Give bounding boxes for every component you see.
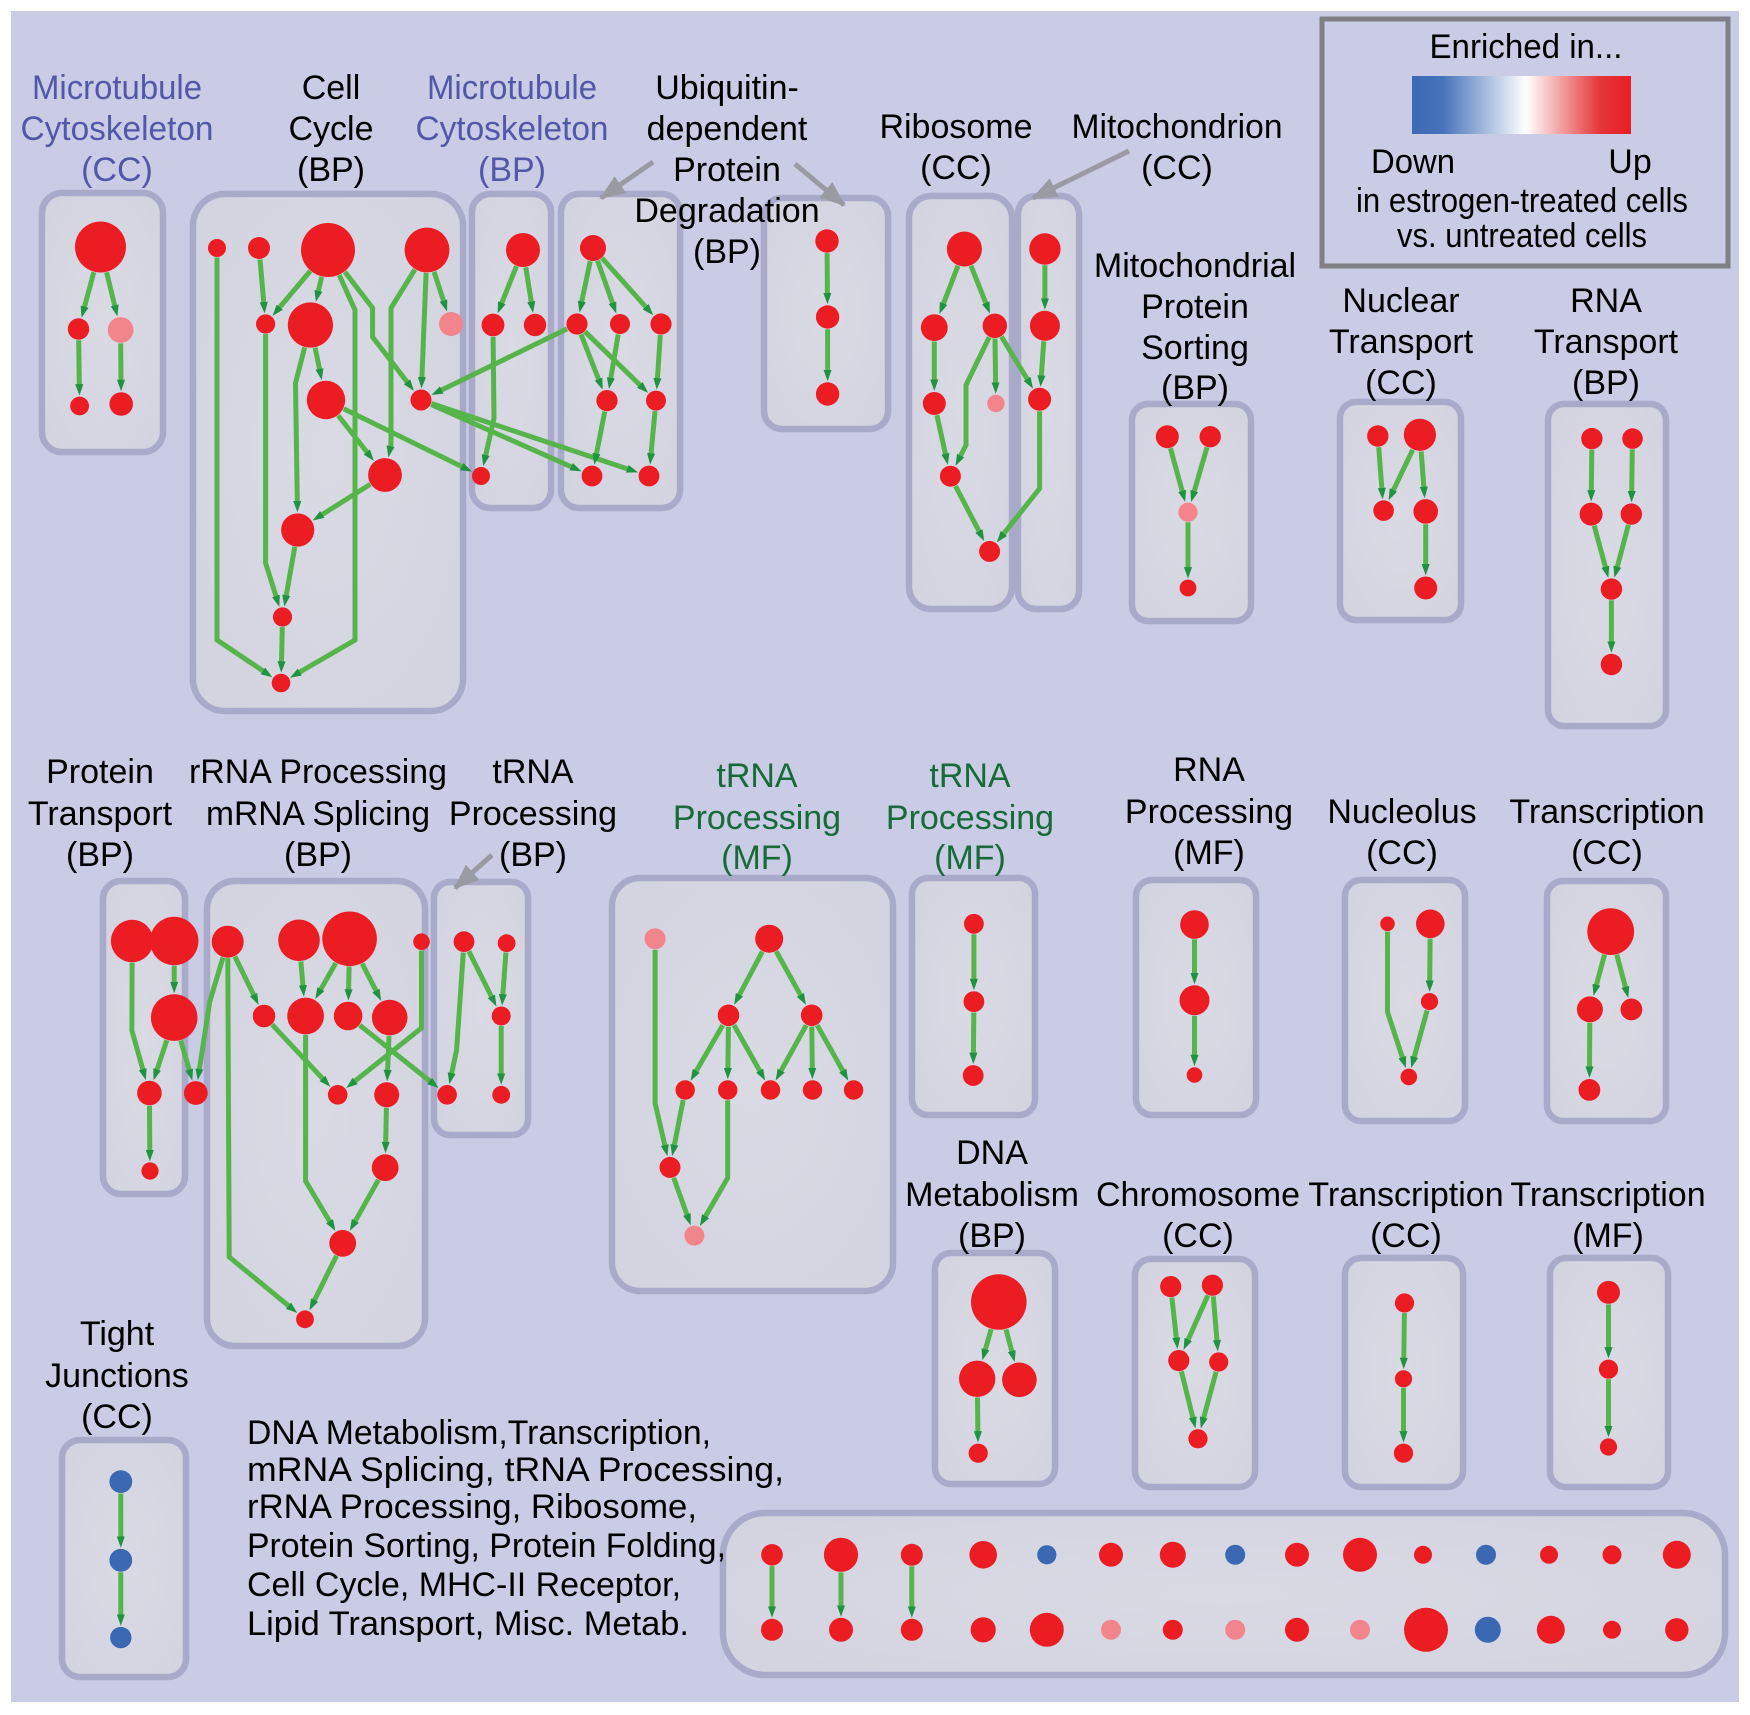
svg-text:Junctions: Junctions bbox=[45, 1357, 189, 1395]
svg-text:(CC): (CC) bbox=[1366, 834, 1438, 872]
svg-text:Chromosome: Chromosome bbox=[1096, 1176, 1300, 1214]
svg-text:mRNA Splicing: mRNA Splicing bbox=[206, 795, 430, 833]
svg-text:(BP): (BP) bbox=[1572, 364, 1640, 402]
svg-text:Ubiquitin-: Ubiquitin- bbox=[655, 69, 799, 107]
svg-text:tRNA: tRNA bbox=[716, 757, 798, 795]
svg-text:RNA: RNA bbox=[1570, 282, 1642, 320]
svg-text:Nuclear: Nuclear bbox=[1342, 282, 1459, 320]
svg-text:Transcription: Transcription bbox=[1308, 1176, 1503, 1214]
svg-text:Nucleolus: Nucleolus bbox=[1327, 793, 1476, 831]
svg-text:Processing: Processing bbox=[886, 799, 1054, 837]
svg-text:Ribosome: Ribosome bbox=[879, 108, 1032, 146]
svg-text:rRNA Processing: rRNA Processing bbox=[189, 753, 447, 791]
svg-text:Up: Up bbox=[1608, 143, 1651, 181]
svg-text:Mitochondrial: Mitochondrial bbox=[1094, 247, 1296, 285]
svg-text:(BP): (BP) bbox=[1161, 369, 1229, 407]
svg-text:Protein: Protein bbox=[673, 151, 781, 189]
svg-text:(CC): (CC) bbox=[1370, 1217, 1442, 1255]
svg-text:Processing: Processing bbox=[673, 799, 841, 837]
svg-text:Protein: Protein bbox=[1141, 288, 1249, 326]
svg-text:(MF): (MF) bbox=[1173, 834, 1245, 872]
svg-text:Transport: Transport bbox=[1534, 323, 1679, 361]
svg-text:(MF): (MF) bbox=[934, 839, 1006, 877]
svg-text:Cycle: Cycle bbox=[288, 110, 373, 148]
svg-text:Enriched in...: Enriched in... bbox=[1430, 28, 1623, 66]
svg-text:(CC): (CC) bbox=[1141, 149, 1213, 187]
svg-text:dependent: dependent bbox=[647, 110, 808, 148]
svg-text:Mitochondrion: Mitochondrion bbox=[1072, 108, 1283, 146]
svg-text:Transcription: Transcription bbox=[1510, 1176, 1705, 1214]
svg-text:(MF): (MF) bbox=[721, 839, 793, 877]
svg-text:DNA: DNA bbox=[956, 1134, 1028, 1172]
svg-text:(CC): (CC) bbox=[81, 1398, 153, 1436]
svg-text:Cell Cycle, MHC-II Receptor,: Cell Cycle, MHC-II Receptor, bbox=[247, 1566, 681, 1604]
svg-text:Microtubule: Microtubule bbox=[427, 69, 597, 107]
svg-text:(CC): (CC) bbox=[81, 151, 153, 189]
svg-text:Microtubule: Microtubule bbox=[32, 69, 202, 107]
svg-text:Metabolism: Metabolism bbox=[905, 1176, 1079, 1214]
svg-text:tRNA: tRNA bbox=[929, 757, 1011, 795]
svg-text:Cytoskeleton: Cytoskeleton bbox=[21, 110, 214, 148]
svg-text:tRNA: tRNA bbox=[492, 753, 574, 791]
svg-text:DNA Metabolism,Transcription,: DNA Metabolism,Transcription, bbox=[247, 1414, 711, 1452]
svg-text:(CC): (CC) bbox=[1571, 834, 1643, 872]
svg-text:mRNA Splicing, tRNA Processing: mRNA Splicing, tRNA Processing, bbox=[247, 1451, 784, 1489]
svg-text:Transport: Transport bbox=[28, 795, 173, 833]
svg-text:(CC): (CC) bbox=[1162, 1217, 1234, 1255]
svg-text:(BP): (BP) bbox=[499, 836, 567, 874]
svg-text:Lipid Transport, Misc. Metab.: Lipid Transport, Misc. Metab. bbox=[247, 1605, 689, 1643]
svg-text:Processing: Processing bbox=[449, 795, 617, 833]
svg-text:Protein: Protein bbox=[46, 753, 154, 791]
svg-text:Tight: Tight bbox=[80, 1315, 155, 1353]
svg-text:Degradation: Degradation bbox=[634, 192, 819, 230]
svg-text:(CC): (CC) bbox=[1365, 364, 1437, 402]
svg-text:(BP): (BP) bbox=[284, 836, 352, 874]
svg-text:Cell: Cell bbox=[302, 69, 361, 107]
svg-text:in estrogen-treated cells: in estrogen-treated cells bbox=[1356, 182, 1688, 220]
svg-text:vs. untreated cells: vs. untreated cells bbox=[1397, 217, 1647, 255]
svg-text:rRNA Processing, Ribosome,: rRNA Processing, Ribosome, bbox=[247, 1488, 697, 1526]
svg-text:Transcription: Transcription bbox=[1509, 793, 1704, 831]
svg-text:Processing: Processing bbox=[1125, 793, 1293, 831]
svg-text:(MF): (MF) bbox=[1572, 1217, 1644, 1255]
svg-text:(BP): (BP) bbox=[693, 233, 761, 271]
svg-text:(BP): (BP) bbox=[478, 151, 546, 189]
svg-text:Transport: Transport bbox=[1329, 323, 1474, 361]
svg-text:Sorting: Sorting bbox=[1141, 329, 1249, 367]
svg-text:(BP): (BP) bbox=[958, 1217, 1026, 1255]
svg-text:(BP): (BP) bbox=[66, 836, 134, 874]
svg-text:RNA: RNA bbox=[1173, 751, 1245, 789]
svg-text:Cytoskeleton: Cytoskeleton bbox=[416, 110, 609, 148]
svg-text:(BP): (BP) bbox=[297, 151, 365, 189]
svg-text:Protein Sorting, Protein Foldi: Protein Sorting, Protein Folding, bbox=[247, 1527, 726, 1565]
svg-text:(CC): (CC) bbox=[920, 149, 992, 187]
svg-text:Down: Down bbox=[1371, 143, 1455, 181]
